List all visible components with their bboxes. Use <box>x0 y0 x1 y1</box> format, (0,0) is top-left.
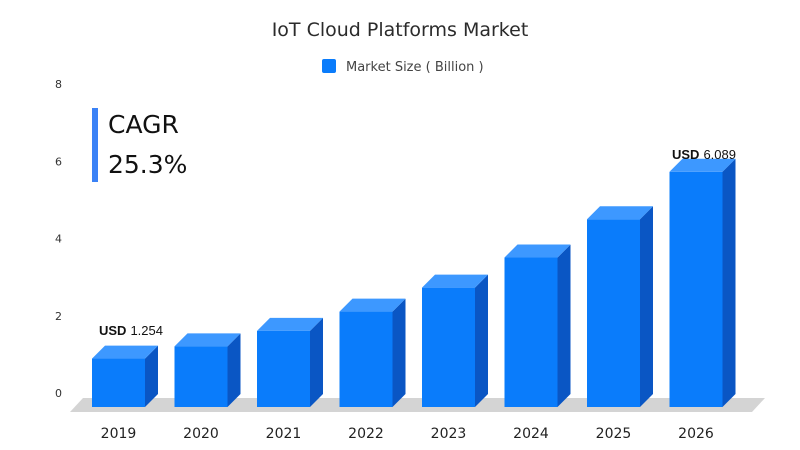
bar-side <box>640 206 653 407</box>
legend-swatch <box>322 59 336 73</box>
data-label-first-value: 1.254 <box>130 323 163 338</box>
bar-side <box>227 333 241 407</box>
bar <box>174 333 241 407</box>
bar-front <box>339 311 393 407</box>
y-tick-label: 8 <box>55 78 62 91</box>
bar-front <box>92 358 145 407</box>
bar-front <box>257 330 310 407</box>
bar-top <box>174 333 241 347</box>
bar-side <box>722 158 736 407</box>
data-label-first: USD 1.254 <box>99 323 163 338</box>
bar-side <box>145 345 158 407</box>
bar-top <box>587 206 653 220</box>
bar <box>92 345 158 407</box>
bar <box>587 206 653 407</box>
x-tick-label: 2020 <box>183 426 219 442</box>
y-axis: 0 2 4 6 8 <box>55 78 62 400</box>
bar <box>669 158 736 407</box>
x-tick-label: 2021 <box>266 426 302 442</box>
bar-side <box>475 274 488 407</box>
cagr-label: CAGR <box>108 110 179 139</box>
bar-top <box>92 345 158 359</box>
bar-side <box>557 244 571 407</box>
bar-side <box>392 298 406 407</box>
bar-front <box>422 287 475 407</box>
legend-label: Market Size ( Billion ) <box>346 60 484 75</box>
data-label-last-unit: USD <box>672 147 699 162</box>
data-label-first-unit: USD <box>99 323 126 338</box>
bar-front <box>669 171 723 407</box>
bar <box>422 274 488 407</box>
x-tick-label: 2019 <box>101 426 137 442</box>
bar <box>257 317 323 407</box>
bar-side <box>310 317 323 407</box>
bar-top <box>669 158 736 172</box>
data-label-last: USD 6.089 <box>672 147 736 162</box>
y-tick-label: 2 <box>55 310 62 323</box>
legend: Market Size ( Billion ) <box>322 59 484 75</box>
cagr-annotation: CAGR 25.3% <box>92 108 187 182</box>
bar-front <box>587 219 640 407</box>
chart-floor <box>70 398 765 412</box>
y-tick-label: 0 <box>55 387 62 400</box>
bar-front <box>504 257 558 407</box>
x-tick-label: 2024 <box>513 426 549 442</box>
bar <box>339 298 406 407</box>
x-tick-label: 2022 <box>348 426 384 442</box>
x-tick-label: 2023 <box>431 426 467 442</box>
cagr-value: 25.3% <box>108 150 187 179</box>
data-label-last-value: 6.089 <box>703 147 736 162</box>
bar-top <box>422 274 488 288</box>
bar <box>504 244 571 407</box>
y-tick-label: 4 <box>55 233 62 246</box>
bar-front <box>174 346 228 407</box>
bar-top <box>339 298 406 312</box>
y-tick-label: 6 <box>55 155 62 168</box>
chart-title: IoT Cloud Platforms Market <box>272 19 529 41</box>
bars <box>92 158 736 407</box>
x-tick-label: 2026 <box>678 426 714 442</box>
x-axis: 2019 2020 2021 2022 2023 2024 2025 2026 <box>101 426 714 442</box>
x-tick-label: 2025 <box>596 426 632 442</box>
bar-top <box>257 317 323 331</box>
bar-top <box>504 244 571 258</box>
cagr-accent-bar <box>92 108 98 182</box>
